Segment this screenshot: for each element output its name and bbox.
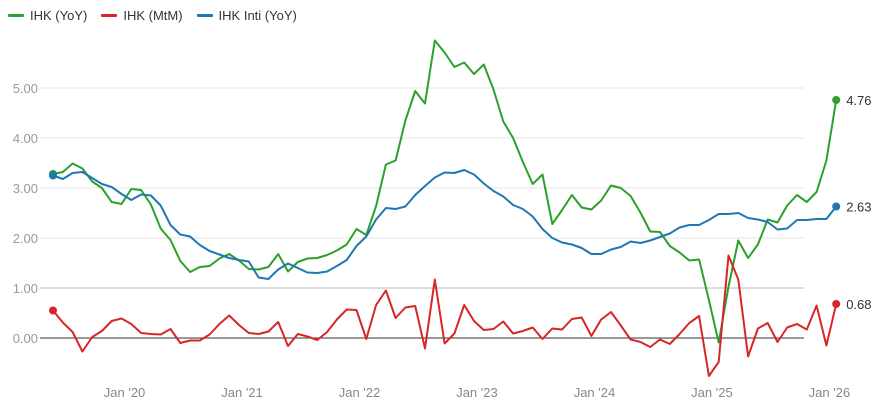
series-end-point [832, 96, 841, 104]
legend-swatch-blue [196, 14, 213, 17]
legend: IHK (YoY) IHK (MtM) IHK Inti (YoY) [8, 8, 297, 23]
series-end-point [832, 202, 841, 211]
series-end-label: 2.63 [846, 200, 871, 215]
legend-item-ihk-mtm[interactable]: IHK (MtM) [101, 8, 183, 23]
x-tick-label: Jan '21 [221, 385, 263, 400]
legend-label: IHK (YoY) [30, 8, 88, 23]
x-tick-label: Jan '25 [691, 385, 733, 400]
x-tick-label: Jan '23 [456, 385, 498, 400]
series-start-point [49, 171, 57, 180]
series-line-1 [52, 254, 838, 377]
legend-label: IHK Inti (YoY) [218, 8, 297, 23]
legend-swatch-red [101, 14, 118, 17]
series-end-label: 4.76 [846, 93, 871, 108]
series-line-0 [52, 39, 838, 344]
y-tick-label: 2.00 [13, 231, 38, 246]
y-tick-label: 0.00 [13, 331, 38, 346]
series-line-2 [52, 169, 837, 280]
x-tick-label: Jan '26 [809, 385, 851, 400]
legend-item-ihk-yoy[interactable]: IHK (YoY) [8, 8, 87, 23]
legend-item-ihk-inti-yoy[interactable]: IHK Inti (YoY) [196, 8, 297, 23]
legend-swatch-green [8, 14, 24, 17]
series-start-point [49, 306, 57, 315]
x-tick-label: Jan '20 [104, 385, 146, 400]
y-tick-label: 4.00 [13, 131, 38, 146]
x-tick-label: Jan '24 [574, 385, 616, 400]
series-end-point [832, 300, 841, 308]
y-tick-label: 5.00 [13, 81, 38, 96]
y-tick-label: 1.00 [13, 281, 38, 296]
y-tick-label: 3.00 [13, 181, 38, 196]
series-end-label: 0.68 [846, 297, 871, 312]
x-tick-label: Jan '22 [339, 385, 381, 400]
legend-label: IHK (MtM) [123, 8, 183, 23]
